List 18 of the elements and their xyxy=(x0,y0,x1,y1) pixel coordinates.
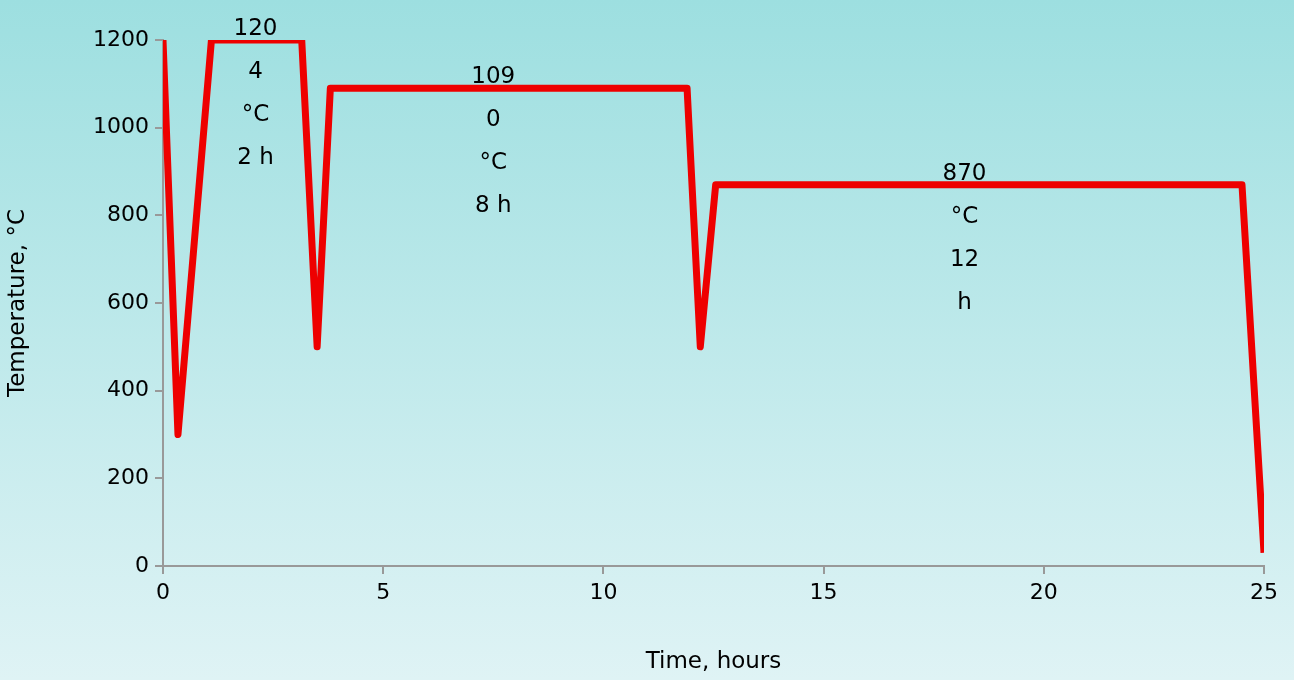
y-tick-label: 400 xyxy=(107,376,149,402)
x-tick-label: 10 xyxy=(589,578,618,604)
annotation: 109 0 °C 8 h xyxy=(471,62,516,218)
x-tick-label: 15 xyxy=(809,578,838,604)
x-tick-label: 5 xyxy=(376,578,391,604)
y-tick-label: 200 xyxy=(107,464,149,490)
x-tick-label: 20 xyxy=(1029,578,1058,604)
x-tick-label: 0 xyxy=(156,578,170,604)
y-tick-label: 800 xyxy=(107,201,149,227)
annotation: 870 °C 12 h xyxy=(942,158,987,314)
y-tick-label: 0 xyxy=(135,551,149,577)
y-tick-label: 1200 xyxy=(93,25,149,51)
y-tick-label: 1000 xyxy=(93,113,149,139)
y-tick-label: 600 xyxy=(107,288,149,314)
x-axis-title: Time, hours xyxy=(644,647,782,674)
annotation: 120 4 °C 2 h xyxy=(233,14,278,169)
y-axis-title: Temperature, °C xyxy=(2,209,29,398)
x-tick-label: 25 xyxy=(1250,578,1278,604)
